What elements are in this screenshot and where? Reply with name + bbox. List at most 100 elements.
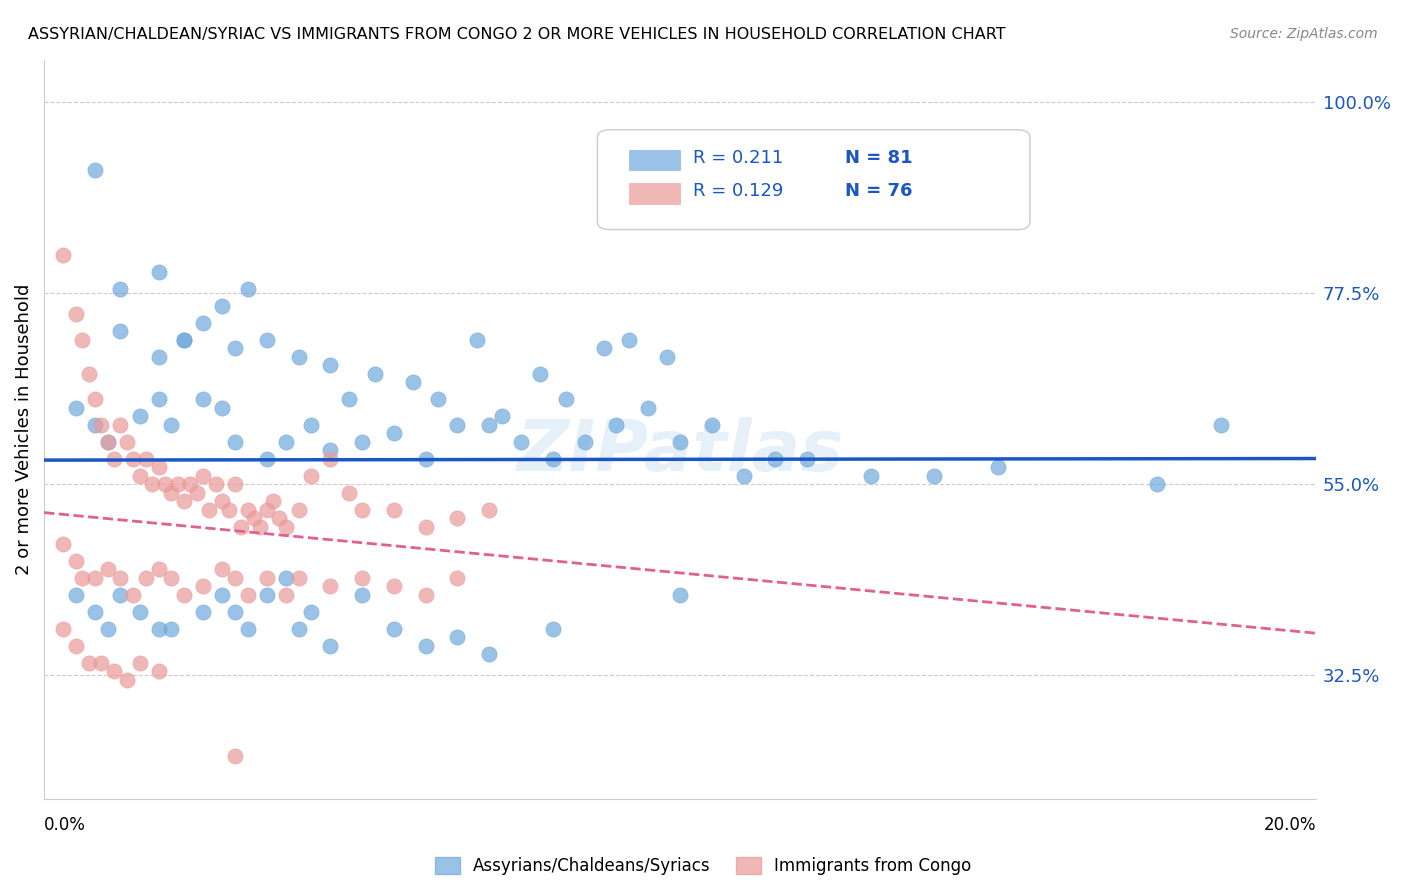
Point [160,417,183,432]
Point [236,622,259,636]
Point [427,392,450,407]
Point [179,477,201,491]
Point [191,392,214,407]
Point [128,656,150,670]
Point [224,434,246,449]
Bar [630,183,681,203]
Point [110,282,132,296]
Point [274,520,297,534]
Text: ASSYRIAN/CHALDEAN/SYRIAC VS IMMIGRANTS FROM CONGO 2 OR MORE VEHICLES IN HOUSEHOL: ASSYRIAN/CHALDEAN/SYRIAC VS IMMIGRANTS F… [28,27,1005,42]
Point [382,426,405,441]
Point [478,647,501,661]
Text: 0.0%: 0.0% [44,815,86,834]
Point [211,562,233,576]
Point [619,333,641,347]
Point [337,485,360,500]
Point [249,520,271,534]
Point [135,571,157,585]
Point [796,451,818,466]
Text: N = 76: N = 76 [845,182,912,200]
Point [554,392,576,407]
Point [402,376,425,390]
Point [352,571,374,585]
Text: 20.0%: 20.0% [1264,815,1316,834]
Point [211,299,233,313]
Point [669,434,692,449]
Point [1209,417,1232,432]
Point [287,503,309,517]
Point [52,248,75,262]
Point [256,451,278,466]
Point [110,571,132,585]
Point [299,605,322,619]
Point [103,451,125,466]
Point [84,571,107,585]
Point [224,605,246,619]
Point [97,622,120,636]
Point [274,571,297,585]
Point [148,622,170,636]
Point [446,630,468,644]
Point [287,571,309,585]
Point [90,656,112,670]
Point [243,511,266,525]
Point [84,163,107,178]
Point [269,511,291,525]
Point [256,588,278,602]
Point [122,588,145,602]
Point [319,579,342,593]
Point [274,588,297,602]
Text: R = 0.211: R = 0.211 [693,149,783,167]
Point [236,282,259,296]
Point [364,367,387,381]
Point [541,451,564,466]
Point [148,265,170,279]
Point [224,477,246,491]
Point [287,350,309,364]
Point [529,367,551,381]
Point [337,392,360,407]
Point [65,401,87,415]
Bar [630,150,681,170]
Point [765,451,787,466]
Point [924,468,946,483]
Point [115,434,138,449]
Point [186,485,208,500]
Point [72,571,94,585]
Point [148,562,170,576]
Point [148,664,170,678]
Point [173,494,195,508]
Point [382,503,405,517]
Point [592,342,614,356]
Point [173,333,195,347]
Point [84,417,107,432]
Point [148,350,170,364]
Point [415,520,437,534]
Point [52,622,75,636]
Point [541,622,564,636]
Text: R = 0.129: R = 0.129 [693,182,783,200]
Point [97,434,120,449]
Text: ZIPatlas: ZIPatlas [516,417,844,486]
Point [352,434,374,449]
Point [211,494,233,508]
Point [287,622,309,636]
Point [415,451,437,466]
Point [128,605,150,619]
Point [574,434,596,449]
Point [605,417,627,432]
Point [256,503,278,517]
Point [77,367,100,381]
Point [478,417,501,432]
Point [299,468,322,483]
Point [352,588,374,602]
Point [122,451,145,466]
Point [319,359,342,373]
Point [987,460,1010,475]
Point [160,485,183,500]
Point [657,350,679,364]
Point [211,588,233,602]
Point [84,605,107,619]
Point [465,333,488,347]
Point [236,588,259,602]
